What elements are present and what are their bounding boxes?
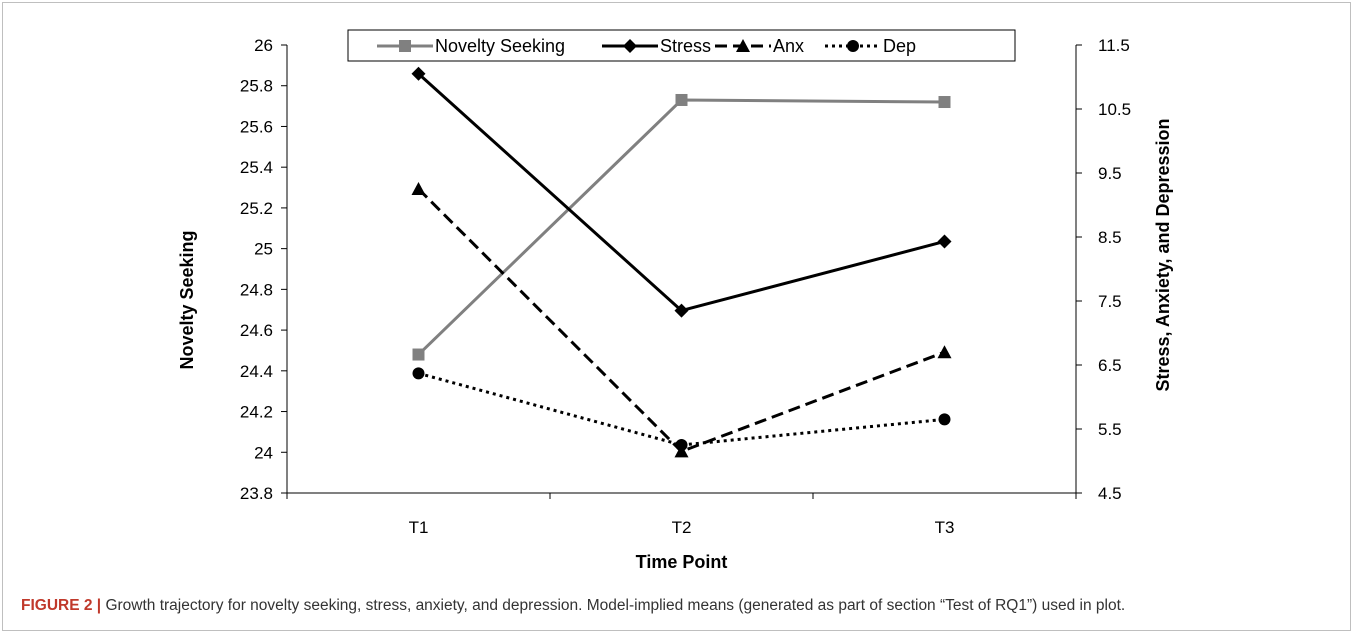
series-line-stress [417,72,945,313]
data-point-stress [411,66,426,81]
caption-text: Growth trajectory for novelty seeking, s… [105,597,1126,614]
data-point-dep [938,413,951,426]
figure-caption: FIGURE 2 | Growth trajectory for novelty… [21,597,1341,615]
legend-box [347,29,1016,62]
y-left-tick-label: 24.4 [240,362,273,381]
line-chart: 23.8 24 24.2 24.4 24.6 24.8 25 25.2 25.4 25.6 25.8… [177,29,1173,572]
y-left-tick-label: 24.8 [240,280,273,299]
x-tick-label: T3 [935,518,955,537]
x-tick-label: T1 [409,518,429,537]
legend-label: Dep [883,36,916,56]
legend-marker [736,39,750,52]
legend-label: Anx [773,36,804,56]
series-line-dep [418,371,945,447]
y-left-tick-label: 25.2 [240,199,273,218]
legend-label: Stress [660,36,711,56]
x-tick-label: T2 [672,518,692,537]
y-left-tick-label: 24 [254,443,273,462]
legend-marker [847,40,859,52]
y-right-tick-label: 7.5 [1098,292,1122,311]
y-axis-left-title: Novelty Seeking [177,230,197,369]
data-point-novelty-seeking [412,348,425,361]
legend-label: Novelty Seeking [435,36,565,56]
data-point-anx [937,345,952,359]
y-left-tick-label: 24.6 [240,321,273,340]
y-right-tick-label: 6.5 [1098,356,1122,375]
series-line-anx [417,187,946,453]
data-point-anx [411,182,426,195]
caption-label: FIGURE 2 | [21,597,102,614]
data-point-dep [412,367,425,380]
y-left-tick-label: 25 [254,240,273,259]
y-right-tick-label: 5.5 [1098,420,1122,439]
y-left-tick-label: 25.6 [240,117,273,136]
y-left-tick-label: 24.2 [240,403,273,422]
legend-marker [399,40,411,52]
y-axis-right-title: Stress, Anxiety, and Depression [1153,118,1173,391]
legend-marker [623,39,637,53]
y-left-tick-label: 26 [254,36,273,55]
y-right-tick-label: 9.5 [1098,164,1122,183]
data-point-novelty-seeking [938,96,951,109]
y-left-tick-label: 25.4 [240,158,273,177]
y-right-tick-label: 4.5 [1098,484,1122,503]
y-right-tick-label: 10.5 [1098,100,1131,119]
y-right-tick-label: 8.5 [1098,228,1122,247]
data-point-stress [937,234,952,249]
data-point-dep [675,439,688,451]
y-right-tick-label: 11.5 [1098,36,1130,55]
y-left-tick-label: 23.8 [240,484,273,503]
y-left-tick-label: 25.8 [240,77,273,96]
data-point-stress [674,303,689,318]
data-point-novelty-seeking [675,93,688,106]
x-axis-title: Time Point [636,552,728,572]
